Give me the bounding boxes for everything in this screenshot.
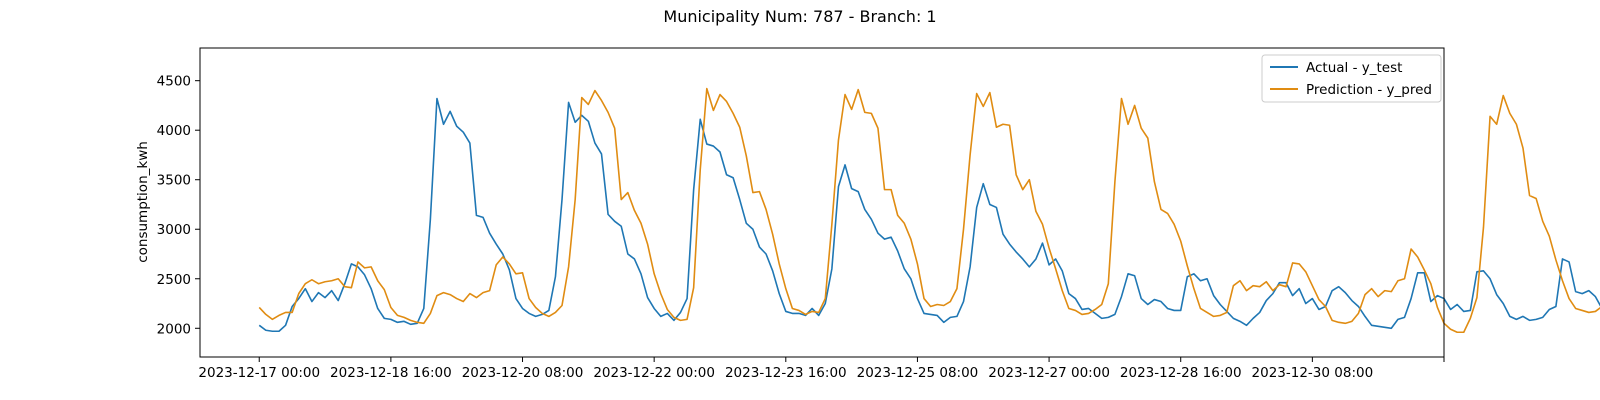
y-tick-label: 3500	[157, 173, 191, 189]
y-axis-label: consumption_kwh	[135, 141, 151, 263]
x-tick-label: 2023-12-20 08:00	[462, 365, 584, 381]
y-tick-label: 2500	[157, 272, 191, 288]
x-tick-label: 2023-12-28 16:00	[1120, 365, 1242, 381]
series-line-actual	[258, 97, 1600, 333]
x-tick-label: 2023-12-30 08:00	[1252, 365, 1374, 381]
legend-box	[1261, 54, 1442, 103]
series-lines	[258, 87, 1600, 334]
legend-label-actual: Actual - y_test	[1306, 60, 1402, 76]
plot-area	[199, 47, 1445, 358]
x-tick-label: 2023-12-18 16:00	[330, 365, 452, 381]
chart-title: Municipality Num: 787 - Branch: 1	[663, 7, 936, 26]
series-line-prediction	[258, 87, 1600, 334]
x-tick-label: 2023-12-23 16:00	[725, 365, 847, 381]
x-tick-label: 2023-12-22 00:00	[593, 365, 715, 381]
legend-label-prediction: Prediction - y_pred	[1306, 82, 1432, 98]
x-axis: 2023-12-17 00:00 2023-12-18 16:00 2023-12-…	[198, 357, 1445, 381]
x-tick-label: 2023-12-25 08:00	[857, 365, 979, 381]
x-tick-label: 2023-12-27 00:00	[988, 365, 1110, 381]
legend: Actual - y_test Prediction - y_pred	[1261, 54, 1442, 103]
y-tick-label: 3000	[157, 222, 191, 238]
y-axis: 2000 2500 3000 3500 4000 4500	[157, 74, 200, 337]
x-tick-label: 2023-12-17 00:00	[198, 365, 320, 381]
y-tick-label: 4000	[157, 123, 191, 139]
y-tick-label: 4500	[157, 74, 191, 90]
y-tick-label: 2000	[157, 321, 191, 337]
